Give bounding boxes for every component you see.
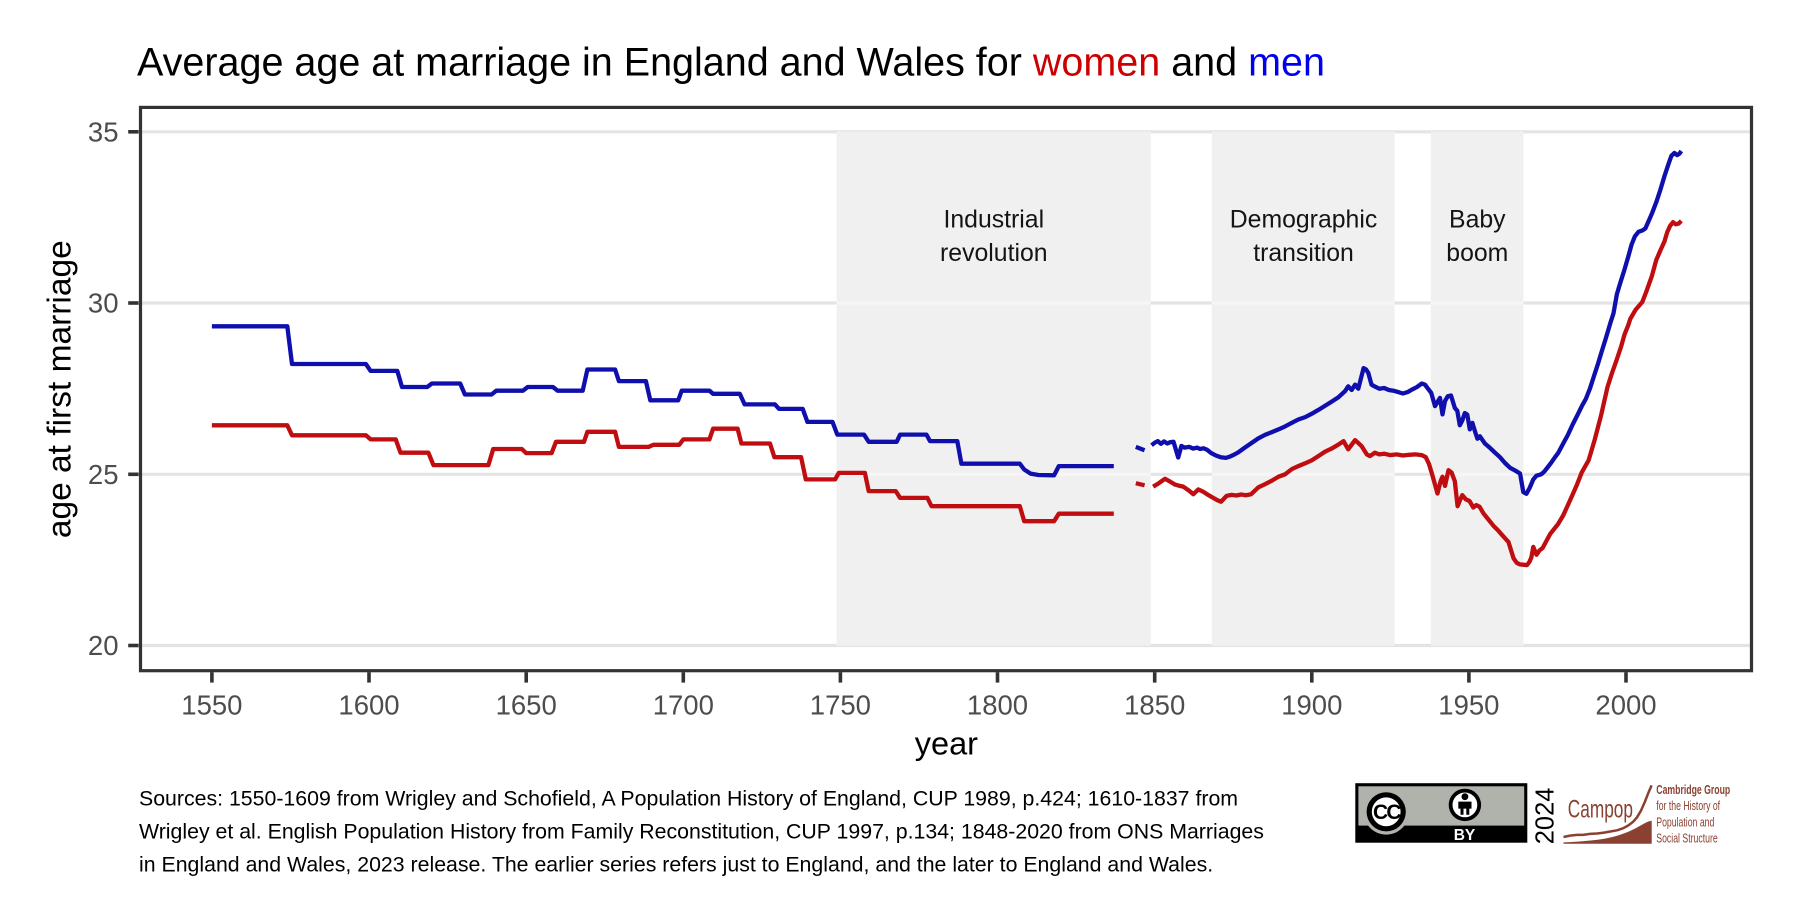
- svg-text:1600: 1600: [338, 690, 399, 721]
- svg-text:1750: 1750: [810, 690, 871, 721]
- svg-text:Wrigley et al. English Populat: Wrigley et al. English Population Histor…: [139, 820, 1264, 844]
- svg-text:Demographic: Demographic: [1230, 207, 1377, 234]
- svg-text:1800: 1800: [967, 690, 1028, 721]
- svg-text:Industrial: Industrial: [943, 207, 1044, 234]
- svg-text:BY: BY: [1454, 827, 1476, 844]
- svg-text:35: 35: [88, 116, 119, 147]
- svg-text:year: year: [915, 726, 978, 762]
- svg-text:Average age at marriage in Eng: Average age at marriage in England and W…: [137, 41, 1325, 85]
- svg-text:in England and Wales, 2023 rel: in England and Wales, 2023 release. The …: [139, 853, 1213, 877]
- svg-text:30: 30: [88, 288, 119, 319]
- svg-text:Social Structure: Social Structure: [1656, 832, 1717, 846]
- svg-text:transition: transition: [1253, 240, 1354, 267]
- svg-text:1850: 1850: [1124, 690, 1185, 721]
- svg-text:2000: 2000: [1595, 690, 1656, 721]
- svg-text:20: 20: [88, 630, 119, 661]
- svg-text:boom: boom: [1446, 240, 1508, 267]
- svg-text:age at first marriage: age at first marriage: [42, 240, 79, 538]
- svg-text:1900: 1900: [1281, 690, 1342, 721]
- svg-text:Baby: Baby: [1449, 207, 1506, 234]
- svg-text:revolution: revolution: [940, 240, 1048, 267]
- svg-text:1700: 1700: [653, 690, 714, 721]
- svg-text:Campop: Campop: [1568, 795, 1633, 823]
- svg-text:Sources: 1550-1609 from Wrigle: Sources: 1550-1609 from Wrigley and Scho…: [139, 787, 1238, 811]
- svg-text:Population and: Population and: [1656, 816, 1714, 830]
- svg-text:1950: 1950: [1438, 690, 1499, 721]
- svg-text:1650: 1650: [496, 690, 557, 721]
- svg-text:2024: 2024: [1531, 788, 1559, 845]
- svg-text:Cambridge Group: Cambridge Group: [1656, 783, 1730, 797]
- svg-text:for the History of: for the History of: [1656, 799, 1721, 813]
- svg-text:25: 25: [88, 459, 119, 490]
- svg-text:1550: 1550: [181, 690, 242, 721]
- svg-text:CC: CC: [1373, 801, 1401, 824]
